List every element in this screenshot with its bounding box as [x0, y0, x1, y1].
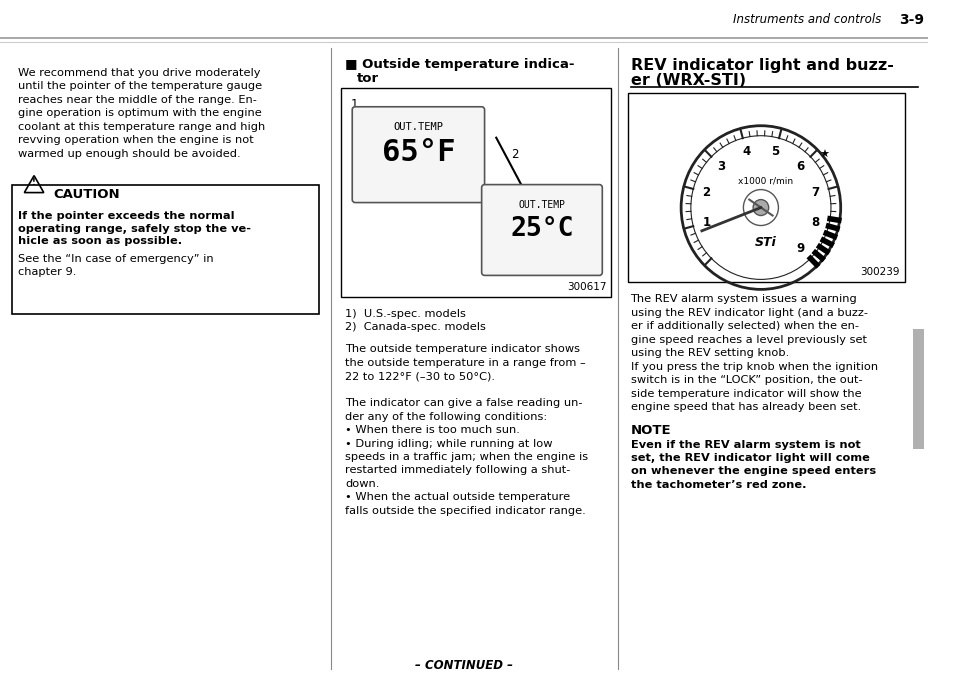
Text: The REV alarm system issues a warning: The REV alarm system issues a warning: [630, 294, 857, 304]
Text: down.: down.: [345, 479, 379, 489]
Text: er (WRX-STI): er (WRX-STI): [630, 73, 745, 88]
Text: If the pointer exceeds the normal: If the pointer exceeds the normal: [17, 211, 233, 221]
Text: 300239: 300239: [860, 267, 899, 277]
Text: engine speed that has already been set.: engine speed that has already been set.: [630, 402, 860, 412]
Text: coolant at this temperature range and high: coolant at this temperature range and hi…: [17, 122, 265, 132]
Text: See the “In case of emergency” in: See the “In case of emergency” in: [17, 254, 213, 265]
Text: 4: 4: [741, 145, 750, 158]
Text: switch is in the “LOCK” position, the out-: switch is in the “LOCK” position, the ou…: [630, 375, 862, 385]
Text: The indicator can give a false reading un-: The indicator can give a false reading u…: [345, 398, 582, 408]
Bar: [340, 88, 611, 298]
Text: x1000 r/min: x1000 r/min: [738, 177, 793, 186]
Text: OUT.TEMP: OUT.TEMP: [393, 122, 443, 132]
Text: Even if the REV alarm system is not: Even if the REV alarm system is not: [630, 439, 860, 450]
Text: REV indicator light and buzz-: REV indicator light and buzz-: [630, 58, 892, 73]
Text: We recommend that you drive moderately: We recommend that you drive moderately: [17, 68, 260, 78]
Text: chapter 9.: chapter 9.: [17, 267, 76, 277]
Text: ★: ★: [819, 150, 828, 160]
Text: 1)  U.S.-spec. models: 1) U.S.-spec. models: [345, 309, 466, 319]
Text: – CONTINUED –: – CONTINUED –: [415, 659, 513, 672]
Text: on whenever the engine speed enters: on whenever the engine speed enters: [630, 466, 875, 477]
Text: • When there is too much sun.: • When there is too much sun.: [345, 425, 519, 435]
Circle shape: [752, 200, 768, 215]
Text: er if additionally selected) when the en-: er if additionally selected) when the en…: [630, 321, 858, 331]
Text: 8: 8: [810, 216, 819, 229]
Text: set, the REV indicator light will come: set, the REV indicator light will come: [630, 453, 868, 463]
FancyBboxPatch shape: [352, 107, 484, 202]
Bar: [11, 184, 319, 315]
Text: falls outside the specified indicator range.: falls outside the specified indicator ra…: [345, 506, 585, 516]
Text: 6: 6: [796, 160, 804, 173]
Text: 25°C: 25°C: [510, 215, 573, 242]
Text: hicle as soon as possible.: hicle as soon as possible.: [17, 236, 181, 246]
Text: 3-9: 3-9: [899, 13, 923, 27]
Text: 9: 9: [796, 242, 804, 255]
Text: Instruments and controls: Instruments and controls: [733, 14, 884, 26]
Text: revving operation when the engine is not: revving operation when the engine is not: [17, 135, 253, 145]
Text: If you press the trip knob when the ignition: If you press the trip knob when the igni…: [630, 362, 877, 372]
Text: the tachometer’s red zone.: the tachometer’s red zone.: [630, 480, 805, 490]
Text: 2: 2: [701, 186, 710, 199]
Text: 5: 5: [771, 145, 779, 158]
Text: der any of the following conditions:: der any of the following conditions:: [345, 412, 547, 422]
Text: OUT.TEMP: OUT.TEMP: [517, 200, 565, 209]
FancyBboxPatch shape: [481, 184, 601, 275]
Text: 2: 2: [510, 148, 517, 161]
Text: speeds in a traffic jam; when the engine is: speeds in a traffic jam; when the engine…: [345, 452, 588, 462]
Text: side temperature indicator will show the: side temperature indicator will show the: [630, 389, 861, 399]
Text: 22 to 122°F (–30 to 50°C).: 22 to 122°F (–30 to 50°C).: [345, 371, 495, 381]
Text: restarted immediately following a shut-: restarted immediately following a shut-: [345, 466, 570, 475]
Text: 2)  Canada-spec. models: 2) Canada-spec. models: [345, 322, 486, 332]
Text: using the REV setting knob.: using the REV setting knob.: [630, 348, 788, 358]
Text: STi: STi: [754, 236, 776, 249]
Text: the outside temperature in a range from –: the outside temperature in a range from …: [345, 358, 585, 368]
Text: 65°F: 65°F: [381, 138, 455, 167]
Text: 1: 1: [701, 216, 710, 229]
Bar: [912, 329, 923, 449]
Text: • When the actual outside temperature: • When the actual outside temperature: [345, 493, 570, 502]
Text: until the pointer of the temperature gauge: until the pointer of the temperature gau…: [17, 81, 261, 91]
Text: using the REV indicator light (and a buzz-: using the REV indicator light (and a buz…: [630, 308, 866, 318]
Text: gine speed reaches a level previously set: gine speed reaches a level previously se…: [630, 335, 865, 345]
Text: NOTE: NOTE: [630, 424, 671, 437]
Text: !: !: [32, 178, 36, 186]
Text: 7: 7: [810, 186, 819, 199]
Text: ■ Outside temperature indica-: ■ Outside temperature indica-: [345, 58, 575, 71]
Text: CAUTION: CAUTION: [53, 188, 120, 200]
Text: 3: 3: [717, 160, 724, 173]
Text: • During idling; while running at low: • During idling; while running at low: [345, 439, 553, 449]
Text: tor: tor: [356, 72, 379, 85]
Bar: [627, 92, 904, 282]
Text: 300617: 300617: [566, 282, 605, 292]
Text: reaches near the middle of the range. En-: reaches near the middle of the range. En…: [17, 95, 256, 105]
Text: gine operation is optimum with the engine: gine operation is optimum with the engin…: [17, 108, 261, 118]
Text: The outside temperature indicator shows: The outside temperature indicator shows: [345, 344, 579, 354]
Text: 1: 1: [350, 98, 357, 111]
Text: operating range, safely stop the ve-: operating range, safely stop the ve-: [17, 223, 251, 234]
Text: warmed up enough should be avoided.: warmed up enough should be avoided.: [17, 148, 240, 159]
